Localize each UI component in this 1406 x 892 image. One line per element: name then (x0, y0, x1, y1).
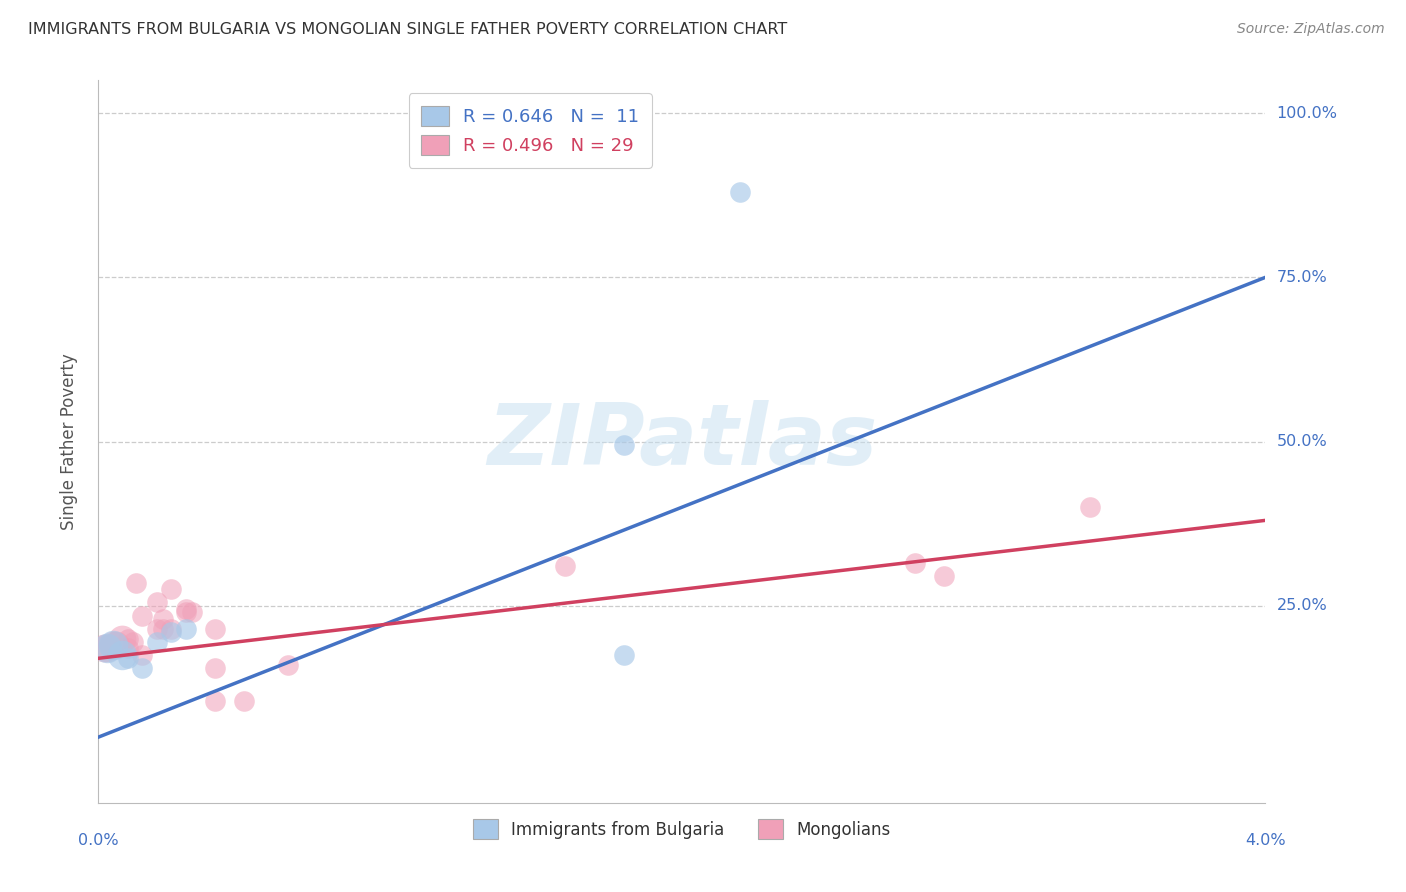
Text: 25.0%: 25.0% (1277, 599, 1327, 613)
Point (174, 622, 197, 636)
Point (160, 582, 183, 597)
Point (122, 635, 145, 649)
Point (111, 632, 134, 646)
Legend: Immigrants from Bulgaria, Mongolians: Immigrants from Bulgaria, Mongolians (463, 809, 901, 848)
Point (117, 651, 139, 665)
Point (146, 635, 169, 649)
Point (277, 657, 299, 672)
Point (612, 648, 634, 662)
Point (204, 661, 226, 675)
Point (101, 638, 124, 652)
Text: 100.0%: 100.0% (1277, 105, 1337, 120)
Text: 50.0%: 50.0% (1277, 434, 1327, 449)
Text: 4.0%: 4.0% (1246, 833, 1285, 848)
Y-axis label: Single Father Poverty: Single Father Poverty (59, 353, 77, 530)
Point (131, 608, 153, 623)
Text: 0.0%: 0.0% (79, 833, 118, 848)
Point (1080, 500, 1102, 515)
Point (146, 595, 169, 609)
Text: 75.0%: 75.0% (1277, 270, 1327, 285)
Point (152, 612, 174, 626)
Text: Source: ZipAtlas.com: Source: ZipAtlas.com (1237, 22, 1385, 37)
Point (612, 438, 634, 452)
Point (730, 185, 752, 199)
Point (131, 661, 153, 675)
Point (233, 694, 256, 708)
Point (104, 638, 127, 652)
Point (125, 575, 148, 590)
Point (554, 559, 576, 574)
Point (180, 605, 202, 619)
Point (934, 569, 956, 583)
Point (160, 622, 183, 636)
Point (904, 556, 927, 570)
Point (174, 602, 197, 616)
Point (131, 648, 153, 662)
Point (146, 622, 169, 636)
Point (96, 641, 118, 656)
Point (204, 694, 226, 708)
Point (101, 638, 124, 652)
Text: ZIPatlas: ZIPatlas (486, 400, 877, 483)
Point (174, 605, 197, 619)
Point (152, 622, 174, 636)
Point (96, 641, 118, 656)
Point (204, 622, 226, 636)
Point (117, 632, 139, 646)
Point (111, 648, 134, 662)
Point (93, 641, 115, 656)
Point (117, 641, 139, 656)
Text: IMMIGRANTS FROM BULGARIA VS MONGOLIAN SINGLE FATHER POVERTY CORRELATION CHART: IMMIGRANTS FROM BULGARIA VS MONGOLIAN SI… (28, 22, 787, 37)
Point (160, 625, 183, 640)
